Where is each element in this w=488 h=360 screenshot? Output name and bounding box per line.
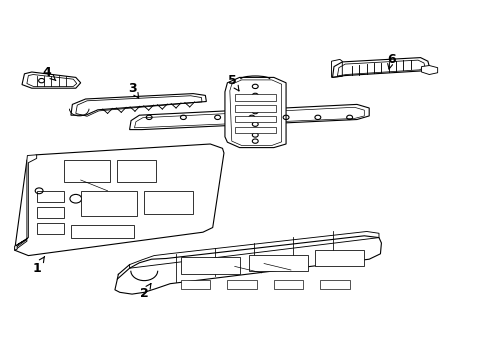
- Bar: [117, 160, 156, 182]
- Bar: [315, 250, 364, 266]
- Polygon shape: [27, 75, 77, 86]
- Polygon shape: [421, 66, 437, 75]
- Bar: [273, 280, 303, 289]
- Bar: [37, 207, 63, 218]
- Bar: [234, 94, 276, 101]
- Bar: [227, 280, 256, 289]
- Text: 5: 5: [227, 75, 239, 91]
- Bar: [63, 160, 110, 182]
- Bar: [249, 255, 307, 271]
- Bar: [181, 257, 239, 274]
- Bar: [144, 191, 193, 214]
- Text: 1: 1: [32, 257, 44, 275]
- Polygon shape: [224, 77, 285, 148]
- Text: 6: 6: [386, 53, 395, 69]
- Polygon shape: [15, 144, 224, 256]
- Bar: [320, 280, 349, 289]
- Polygon shape: [332, 58, 428, 77]
- Bar: [81, 191, 137, 216]
- Polygon shape: [22, 72, 81, 88]
- Polygon shape: [15, 155, 37, 250]
- Polygon shape: [129, 104, 368, 130]
- Bar: [181, 280, 210, 289]
- Bar: [234, 116, 276, 122]
- Bar: [234, 127, 276, 133]
- Polygon shape: [115, 236, 381, 294]
- Bar: [234, 105, 276, 112]
- Text: 4: 4: [42, 66, 56, 81]
- Bar: [37, 191, 63, 202]
- Text: 2: 2: [140, 284, 151, 300]
- Text: 3: 3: [127, 82, 139, 98]
- Bar: [71, 225, 134, 238]
- Polygon shape: [71, 94, 206, 115]
- Bar: [37, 223, 63, 234]
